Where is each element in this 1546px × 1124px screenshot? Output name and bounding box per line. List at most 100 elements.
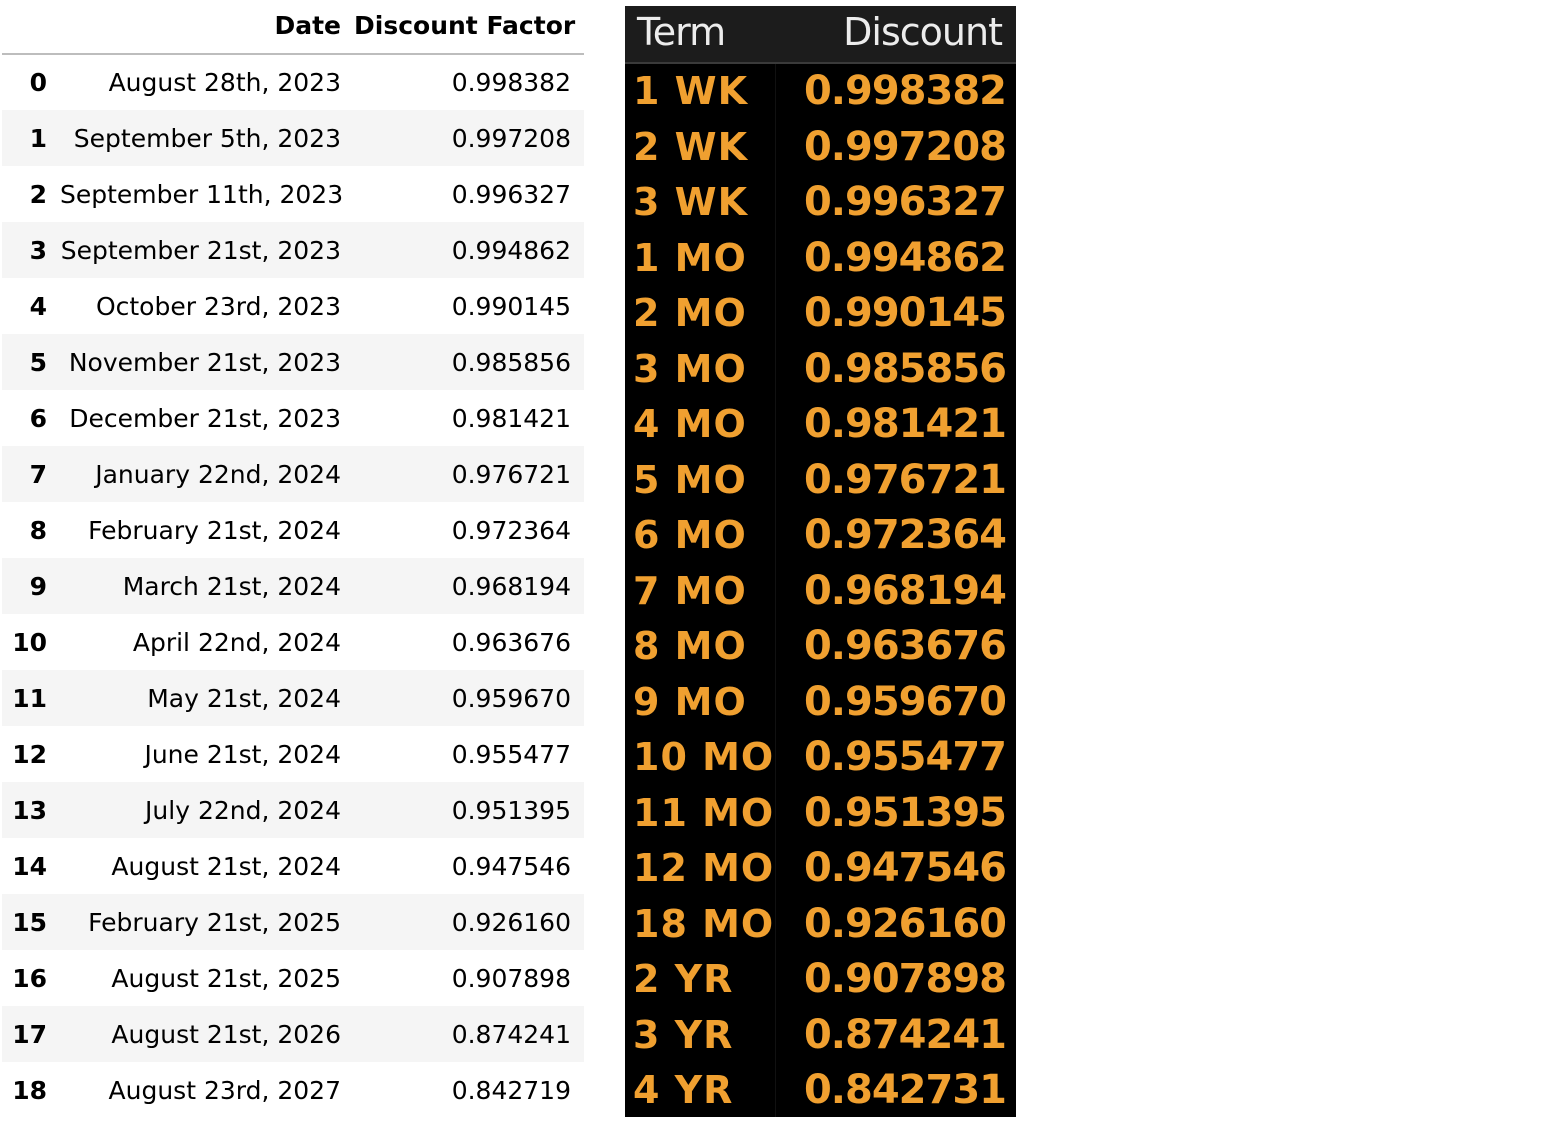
terminal-discount-panel: Term Discount 1 WK 0.998382 2 WK 0.997208 3 … [625, 6, 1016, 1117]
discount-factor-cell: 0.968194 [451, 571, 571, 601]
row-index: 18 [12, 1075, 47, 1105]
row-index: 8 [29, 515, 47, 545]
table-row: 15 February 21st, 2025 0.926160 [2, 894, 584, 950]
date-cell: October 23rd, 2023 [95, 291, 341, 321]
discount-factor-cell: 0.998382 [451, 68, 571, 97]
term-cell: 3 WK [633, 180, 749, 224]
discount-cell: 0.926160 [803, 900, 1007, 947]
term-cell: 6 MO [633, 513, 747, 557]
discount-cell: 0.947546 [803, 845, 1007, 891]
table-row: 12 June 21st, 2024 0.955477 [2, 726, 584, 782]
row-index: 17 [12, 1019, 47, 1049]
table-row: 18 August 23rd, 2027 0.842719 [2, 1062, 584, 1118]
term-cell: 10 MO [633, 735, 775, 779]
term-cell: 1 MO [633, 235, 747, 280]
terminal-row: 10 MO 0.955477 [625, 730, 1016, 784]
row-index: 5 [29, 347, 47, 377]
date-cell: November 21st, 2023 [68, 347, 341, 377]
discount-cell: 0.985856 [803, 345, 1007, 392]
term-cell: 2 WK [633, 124, 749, 169]
discount-factor-cell: 0.972364 [451, 515, 571, 545]
terminal-row: 6 MO 0.972364 [625, 508, 1016, 562]
discount-column-header: Discount [843, 10, 1003, 54]
discount-cell: 0.907898 [803, 956, 1007, 1002]
discount-cell: 0.955477 [803, 734, 1007, 780]
table-row: 11 May 21st, 2024 0.959670 [2, 670, 584, 726]
terminal-row: 18 MO 0.926160 [625, 897, 1016, 951]
table-row: 2 September 11th, 2023 0.996327 [2, 166, 584, 222]
terminal-row: 7 MO 0.968194 [625, 564, 1016, 618]
discount-cell: 0.976721 [803, 456, 1007, 503]
row-index: 1 [29, 123, 47, 153]
terminal-row: 4 MO 0.981421 [625, 397, 1016, 451]
table-row: 6 December 21st, 2023 0.981421 [2, 390, 584, 446]
discount-cell: 0.959670 [803, 678, 1007, 725]
terminal-row: 3 WK 0.996327 [625, 175, 1016, 229]
discount-factor-cell: 0.981421 [451, 403, 571, 433]
discount-factor-cell: 0.994862 [451, 235, 571, 265]
index-column-header [2, 0, 60, 55]
row-index: 12 [12, 739, 47, 769]
terminal-row: 1 WK 0.998382 [625, 64, 1016, 118]
terminal-row: 2 MO 0.990145 [625, 286, 1016, 340]
row-index: 0 [29, 68, 47, 97]
table-row: 3 September 21st, 2023 0.994862 [2, 222, 584, 278]
terminal-row: 3 MO 0.985856 [625, 342, 1016, 396]
date-cell: January 22nd, 2024 [95, 459, 341, 489]
term-cell: 5 MO [633, 457, 747, 502]
date-cell: August 21st, 2026 [111, 1019, 341, 1049]
discount-factor-cell: 0.959670 [451, 683, 571, 713]
discount-cell: 0.997208 [803, 123, 1007, 170]
date-cell: February 21st, 2024 [88, 515, 341, 545]
discount-factor-cell: 0.874241 [451, 1019, 571, 1049]
discount-factor-cell: 0.926160 [451, 907, 571, 937]
row-index: 13 [12, 795, 47, 825]
row-index: 7 [29, 459, 47, 489]
dataframe-body: 0 August 28th, 2023 0.998382 1 September 5th… [2, 54, 584, 1118]
terminal-row: 11 MO 0.951395 [625, 786, 1016, 840]
term-cell: 4 MO [633, 402, 747, 446]
row-index: 2 [29, 179, 47, 209]
row-index: 6 [29, 403, 47, 433]
discount-factor-cell: 0.976721 [451, 459, 571, 489]
discount-cell: 0.951395 [803, 789, 1007, 836]
terminal-column-divider [775, 64, 776, 1117]
discount-factor-dataframe: Date Discount Factor 0 August 28th, 2023 0… [2, 0, 584, 1118]
term-cell: 18 MO [633, 901, 775, 946]
terminal-row: 3 YR 0.874241 [625, 1008, 1016, 1062]
row-index: 11 [12, 683, 47, 713]
date-cell: June 21st, 2024 [144, 739, 341, 769]
date-cell: August 23rd, 2027 [108, 1075, 341, 1105]
term-cell: 9 MO [633, 679, 747, 724]
term-cell: 2 YR [633, 957, 734, 1001]
discount-factor-cell: 0.955477 [451, 739, 571, 769]
discount-factor-cell: 0.985856 [451, 347, 571, 377]
date-cell: September 21st, 2023 [60, 235, 341, 265]
discount-factor-cell: 0.907898 [451, 963, 571, 993]
discount-factor-cell: 0.990145 [451, 291, 571, 321]
terminal-row: 2 YR 0.907898 [625, 952, 1016, 1006]
dataframe-header-row: Date Discount Factor [2, 0, 584, 55]
table-row: 7 January 22nd, 2024 0.976721 [2, 446, 584, 502]
discount-cell: 0.968194 [803, 567, 1007, 614]
discount-cell: 0.972364 [803, 512, 1007, 558]
term-cell: 12 MO [633, 846, 775, 890]
table-row: 4 October 23rd, 2023 0.990145 [2, 278, 584, 334]
date-cell: July 22nd, 2024 [145, 795, 341, 825]
terminal-row: 9 MO 0.959670 [625, 675, 1016, 729]
row-index: 14 [12, 851, 47, 881]
date-cell: May 21st, 2024 [147, 683, 341, 713]
discount-cell: 0.842731 [803, 1067, 1007, 1113]
discount-cell: 0.994862 [803, 234, 1007, 281]
table-row: 1 September 5th, 2023 0.997208 [2, 110, 584, 166]
terminal-row: 4 YR 0.842731 [625, 1063, 1016, 1117]
row-index: 16 [12, 963, 47, 993]
discount-cell: 0.996327 [803, 179, 1007, 225]
date-cell: August 28th, 2023 [108, 68, 341, 97]
row-index: 4 [29, 291, 47, 321]
term-cell: 3 YR [633, 1012, 734, 1057]
table-row: 16 August 21st, 2025 0.907898 [2, 950, 584, 1006]
terminal-row: 1 MO 0.994862 [625, 231, 1016, 285]
terminal-row: 2 WK 0.997208 [625, 120, 1016, 174]
table-row: 8 February 21st, 2024 0.972364 [2, 502, 584, 558]
